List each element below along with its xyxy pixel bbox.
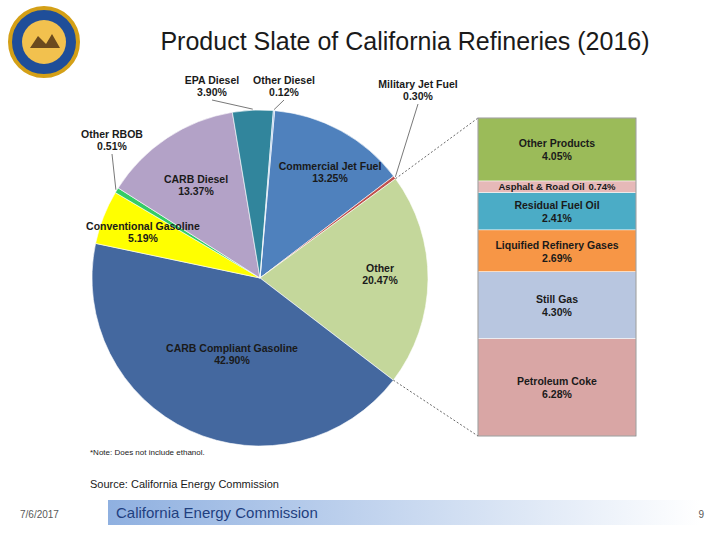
segment-name: Other Products — [519, 137, 596, 149]
slice-value: 5.19% — [128, 232, 158, 244]
date: 7/6/2017 — [20, 509, 59, 520]
leader-line — [395, 104, 418, 177]
bar-segment — [478, 272, 636, 339]
slide: Product Slate of California Refineries (… — [0, 0, 720, 540]
slice-label: CARB Diesel — [164, 173, 228, 185]
slice-label: Conventional Gasoline — [86, 220, 200, 232]
source: Source: California Energy Commission — [90, 478, 279, 490]
slice-value: 13.25% — [312, 172, 348, 184]
logo-ring — [10, 8, 78, 76]
segment-name: Petroleum Coke — [517, 375, 597, 387]
slice-label: Military Jet Fuel — [378, 78, 457, 90]
segment-value: 2.41% — [542, 212, 572, 224]
segment-label: Asphalt & Road Oil 0.74% — [499, 181, 617, 192]
connector — [396, 118, 478, 179]
bar-segment — [478, 181, 636, 192]
bar-marks — [478, 118, 636, 436]
slice-label: Other RBOB — [81, 128, 143, 140]
bar-segment — [478, 192, 636, 229]
slice-value: 13.37% — [178, 185, 214, 197]
slice-label: Commercial Jet Fuel — [279, 160, 382, 172]
logo — [10, 8, 78, 76]
pie — [92, 110, 428, 446]
page: {"chart_data": [ {"type": "pie", "title"… — [0, 0, 720, 540]
slice-label: EPA Diesel — [185, 74, 239, 86]
slice-value: 42.90% — [214, 354, 250, 366]
slice-value: 20.47% — [362, 274, 398, 286]
pie-slice — [260, 111, 275, 278]
slice-value: 0.12% — [269, 86, 299, 98]
bar-frame — [478, 118, 636, 436]
page-number: 9 — [698, 509, 704, 520]
slice-value: 3.90% — [197, 86, 227, 98]
bar-segment — [478, 118, 636, 181]
slice-value: 0.51% — [97, 140, 127, 152]
logo-center — [22, 20, 66, 64]
slice-label: Other Diesel — [253, 74, 315, 86]
slice-value: 0.30% — [403, 90, 433, 102]
leader-line — [274, 100, 284, 110]
pie-labels: Commercial Jet Fuel13.25% Military Jet Fu… — [81, 74, 458, 366]
leader-line — [212, 100, 253, 109]
title: Product Slate of California Refineries (… — [160, 27, 649, 55]
slice-label: CARB Compliant Gasoline — [166, 342, 298, 354]
bar-segment — [478, 338, 636, 436]
slice-label: Other — [366, 262, 394, 274]
footer: California Energy Commission — [116, 504, 318, 521]
segment-value: 4.30% — [542, 306, 572, 318]
segment-name: Residual Fuel Oil — [514, 199, 599, 211]
bar-segment — [478, 230, 636, 272]
connector — [393, 380, 478, 436]
segment-value: 0.74% — [589, 181, 616, 192]
segment-value: 6.28% — [542, 388, 572, 400]
segment-name: Still Gas — [536, 293, 578, 305]
footer-bar — [108, 500, 700, 525]
segment-value: 2.69% — [542, 252, 572, 264]
leader-line — [112, 154, 116, 190]
segment-name: Liquified Refinery Gases — [495, 239, 618, 251]
segment-value: 4.05% — [542, 150, 572, 162]
logo-bear — [30, 34, 60, 48]
note: *Note: Does not include ethanol. — [90, 448, 205, 457]
bar-labels: Petroleum Coke6.28% Still Gas4.30% Liquifi… — [495, 137, 618, 400]
segment-name: Asphalt & Road Oil — [499, 181, 585, 192]
